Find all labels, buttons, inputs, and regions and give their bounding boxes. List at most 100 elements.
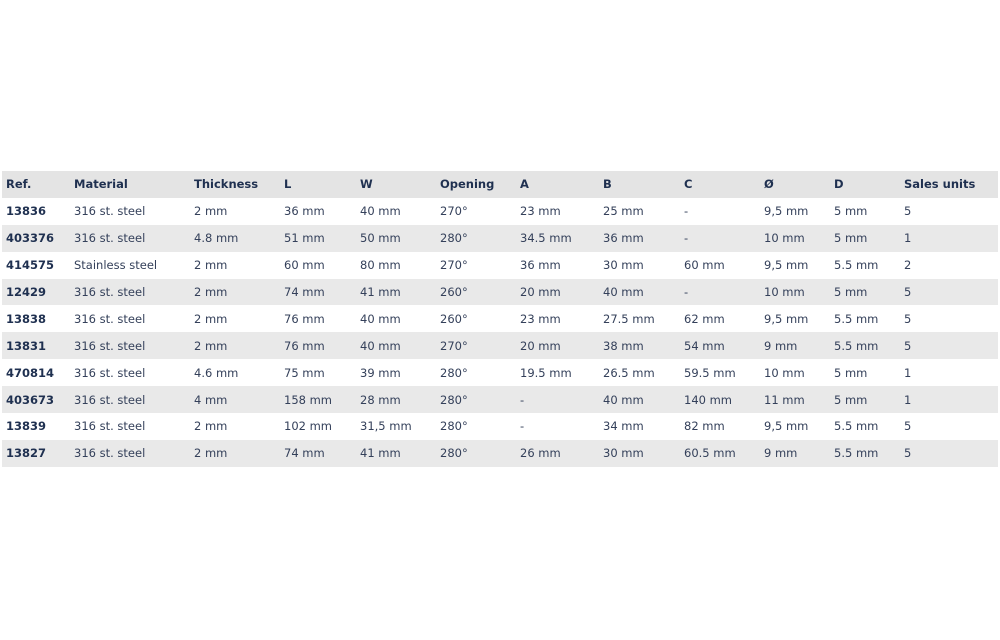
cell-l: 74 mm <box>284 446 325 461</box>
cell-w: 41 mm <box>360 446 401 461</box>
header-material: Material <box>74 177 128 192</box>
cell-l: 36 mm <box>284 204 325 219</box>
header-d: D <box>834 177 844 192</box>
cell-diameter: 9 mm <box>764 446 798 461</box>
cell-material: 316 st. steel <box>74 392 146 407</box>
cell-l: 51 mm <box>284 231 325 246</box>
cell-l: 158 mm <box>284 392 333 407</box>
table-row: 470814 316 st. steel 4.6 mm 75 mm 39 mm 280° 1… <box>2 359 998 387</box>
cell-d: 5.5 mm <box>834 419 879 434</box>
cell-thickness: 2 mm <box>194 311 228 326</box>
cell-c: - <box>684 204 689 219</box>
cell-thickness: 2 mm <box>194 419 228 434</box>
cell-opening: 280° <box>440 419 468 434</box>
header-sales-units: Sales units <box>904 177 976 192</box>
cell-material: 316 st. steel <box>74 338 146 353</box>
cell-a: 26 mm <box>520 446 561 461</box>
cell-sales-units: 1 <box>904 365 912 380</box>
cell-w: 40 mm <box>360 204 401 219</box>
cell-a: 19.5 mm <box>520 365 572 380</box>
cell-c: 140 mm <box>684 392 733 407</box>
cell-c: - <box>684 231 689 246</box>
cell-ref: 403376 <box>6 231 55 246</box>
cell-b: 26.5 mm <box>603 365 655 380</box>
cell-a: - <box>520 419 525 434</box>
cell-ref: 12429 <box>6 285 47 299</box>
table-header: Ref. Material Thickness L W Opening A B … <box>2 171 998 198</box>
cell-ref: 13838 <box>6 311 47 326</box>
header-b: B <box>603 177 612 192</box>
table-row: 13831 316 st. steel 2 mm 76 mm 40 mm 270° 20 m… <box>2 332 998 360</box>
cell-material: 316 st. steel <box>74 446 146 461</box>
table-row: 414575 Stainless steel 2 mm 60 mm 80 mm 270° 3… <box>2 251 998 279</box>
cell-d: 5 mm <box>834 231 868 246</box>
header-w: W <box>360 177 373 192</box>
cell-ref: 13831 <box>6 338 47 353</box>
cell-sales-units: 5 <box>904 446 912 461</box>
cell-b: 34 mm <box>603 419 644 434</box>
cell-opening: 270° <box>440 338 468 353</box>
cell-w: 41 mm <box>360 285 401 299</box>
cell-ref: 414575 <box>6 258 55 273</box>
cell-w: 40 mm <box>360 311 401 326</box>
cell-l: 75 mm <box>284 365 325 380</box>
cell-c: 82 mm <box>684 419 725 434</box>
cell-c: 60.5 mm <box>684 446 736 461</box>
cell-opening: 270° <box>440 204 468 219</box>
cell-ref: 13827 <box>6 446 47 461</box>
cell-diameter: 9,5 mm <box>764 311 809 326</box>
cell-sales-units: 5 <box>904 204 912 219</box>
cell-material: 316 st. steel <box>74 204 146 219</box>
cell-material: 316 st. steel <box>74 419 146 434</box>
cell-ref: 13839 <box>6 419 47 434</box>
cell-a: 36 mm <box>520 258 561 273</box>
table-row: 403673 316 st. steel 4 mm 158 mm 28 mm 280° - 4… <box>2 386 998 414</box>
cell-thickness: 2 mm <box>194 338 228 353</box>
cell-material: 316 st. steel <box>74 365 146 380</box>
header-row: Ref. Material Thickness L W Opening A B … <box>2 171 998 198</box>
header-ref: Ref. <box>6 177 32 192</box>
cell-w: 28 mm <box>360 392 401 407</box>
table-row: 13836 316 st. steel 2 mm 36 mm 40 mm 270° 23 m… <box>2 197 998 225</box>
cell-b: 38 mm <box>603 338 644 353</box>
cell-b: 40 mm <box>603 392 644 407</box>
table-row: 13838 316 st. steel 2 mm 76 mm 40 mm 260° 23 m… <box>2 305 998 333</box>
cell-w: 39 mm <box>360 365 401 380</box>
cell-diameter: 9,5 mm <box>764 258 809 273</box>
cell-a: 20 mm <box>520 285 561 299</box>
cell-thickness: 4 mm <box>194 392 228 407</box>
cell-ref: 403673 <box>6 392 55 407</box>
header-diameter: Ø <box>764 177 774 192</box>
cell-c: - <box>684 285 689 299</box>
cell-d: 5.5 mm <box>834 258 879 273</box>
cell-d: 5 mm <box>834 204 868 219</box>
cell-opening: 260° <box>440 311 468 326</box>
cell-b: 36 mm <box>603 231 644 246</box>
cell-sales-units: 1 <box>904 231 912 246</box>
cell-ref: 470814 <box>6 365 55 380</box>
table-row: 403376 316 st. steel 4.8 mm 51 mm 50 mm 280° 3… <box>2 224 998 252</box>
cell-sales-units: 5 <box>904 285 912 299</box>
cell-d: 5 mm <box>834 365 868 380</box>
cell-c: 60 mm <box>684 258 725 273</box>
cell-a: 23 mm <box>520 204 561 219</box>
cell-thickness: 2 mm <box>194 258 228 273</box>
cell-diameter: 9,5 mm <box>764 204 809 219</box>
table-row: 13839 316 st. steel 2 mm 102 mm 31,5 mm 280° -… <box>2 413 998 440</box>
cell-thickness: 2 mm <box>194 446 228 461</box>
table-row: 12429 316 st. steel 2 mm 74 mm 41 mm 260° 20 m… <box>2 278 998 306</box>
cell-material: 316 st. steel <box>74 311 146 326</box>
cell-d: 5.5 mm <box>834 311 879 326</box>
cell-l: 76 mm <box>284 338 325 353</box>
specification-table: Ref. Material Thickness L W Opening A B … <box>2 171 998 467</box>
cell-thickness: 2 mm <box>194 285 228 299</box>
cell-opening: 270° <box>440 258 468 273</box>
cell-diameter: 10 mm <box>764 285 805 299</box>
cell-thickness: 4.8 mm <box>194 231 239 246</box>
cell-l: 74 mm <box>284 285 325 299</box>
cell-opening: 280° <box>440 392 468 407</box>
cell-ref: 13836 <box>6 204 47 219</box>
cell-diameter: 10 mm <box>764 231 805 246</box>
cell-c: 54 mm <box>684 338 725 353</box>
cell-b: 30 mm <box>603 446 644 461</box>
